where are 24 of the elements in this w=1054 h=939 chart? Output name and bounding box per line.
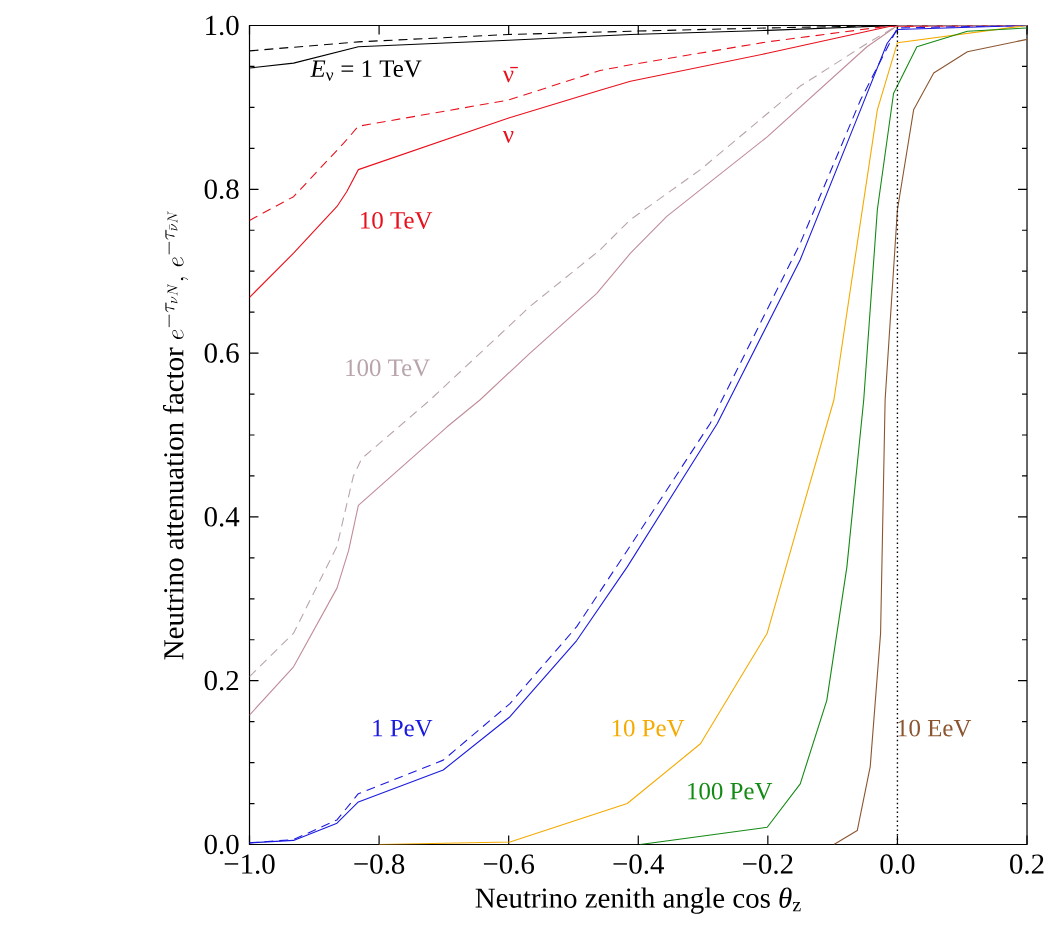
annotation: 10 TeV: [361, 211, 433, 229]
y-tick-label: 0.0: [204, 834, 239, 855]
annotation: 1 PeV: [373, 719, 433, 737]
y-tick-label: 0.6: [204, 343, 239, 363]
x-tick-label: 0.2: [1010, 854, 1044, 874]
x-tick-label: −0.4: [613, 854, 665, 874]
y-tick-label: 0.4: [204, 507, 240, 527]
x-tick-label: 0.0: [880, 854, 915, 874]
x-tick-label: −1.0: [224, 854, 275, 874]
annotation: E$_{ν}$ = 1 TeV: [310, 60, 422, 81]
x-tick-label: −0.6: [483, 854, 535, 874]
annotation: 10 PeV: [612, 719, 685, 737]
annotation: ν̄: [502, 66, 518, 83]
y-tick-label: 1.0: [206, 15, 239, 36]
y-axis-title: $\text{Neutrino attenuation factor } e^{-\tau_{\nu N}},\, e^{-\tau_{\bar{\nu} N}}$: [162, 211, 189, 660]
annotation: 100 TeV: [346, 359, 430, 377]
annotation: 100 PeV: [688, 782, 773, 800]
x-axis-title: Neutrino zenith angle cos θ$_{z}$: [475, 887, 801, 914]
x-tick-label: −0.2: [743, 854, 793, 874]
x-tick-label: −0.8: [354, 854, 405, 874]
y-tick-label: 0.8: [204, 179, 239, 200]
y-tick-label: 0.2: [204, 670, 239, 691]
annotation: 10 EeV: [898, 719, 972, 737]
annotation: ν: [502, 131, 514, 143]
